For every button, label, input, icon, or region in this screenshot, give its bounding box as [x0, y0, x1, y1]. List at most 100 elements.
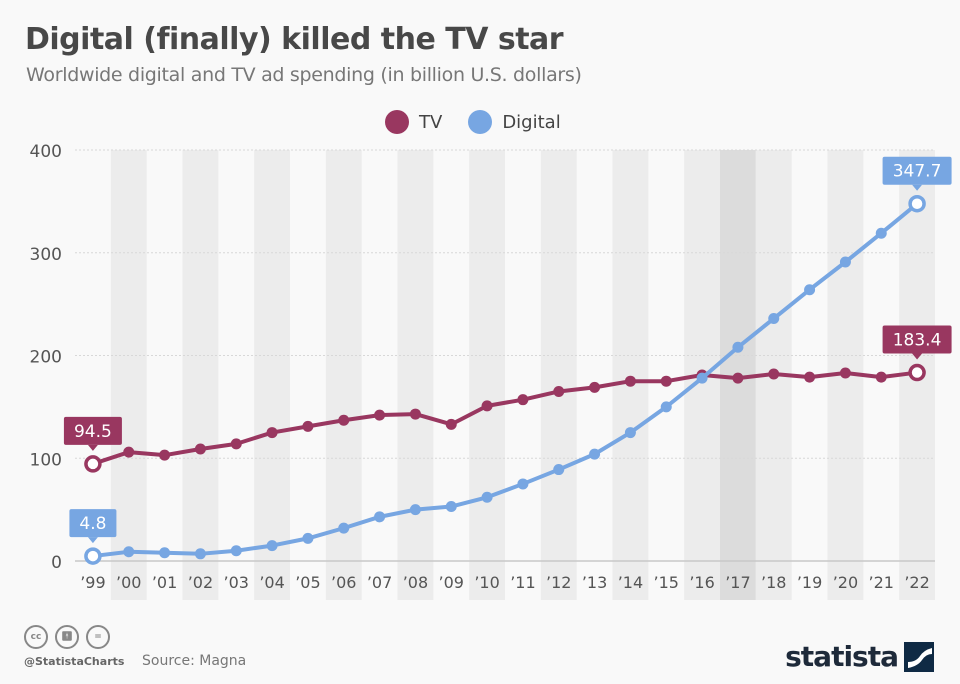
- data-label-tv: 183.4: [893, 331, 942, 351]
- data-point-tv: [159, 449, 171, 461]
- data-point-digital: [84, 547, 102, 565]
- x-tick-label: ’13: [582, 573, 607, 592]
- data-label-box-digital: [882, 156, 952, 185]
- data-point-digital: [302, 532, 314, 544]
- x-tick-label: ’02: [188, 573, 213, 592]
- data-point-digital: [804, 284, 816, 296]
- column-band: [254, 150, 290, 600]
- legend-swatch-digital: [468, 110, 493, 134]
- data-point-tv: [445, 418, 457, 430]
- statista-logo: statista: [785, 640, 934, 673]
- x-tick-label: ’16: [689, 573, 714, 592]
- data-point-digital: [589, 448, 601, 460]
- x-tick-label: ’10: [474, 573, 499, 592]
- column-band: [540, 150, 577, 600]
- x-tick-label: ’01: [152, 573, 177, 592]
- data-point-tv: [660, 375, 672, 387]
- x-tick-label: ’14: [618, 573, 643, 592]
- column-band: [612, 150, 649, 600]
- data-label-pointer-digital: [912, 184, 923, 191]
- data-point-digital: [517, 478, 529, 490]
- data-point-tv: [84, 455, 102, 473]
- legend: TV Digital: [385, 110, 587, 134]
- x-tick-label: ’00: [116, 573, 141, 592]
- data-point-tv: [481, 400, 493, 412]
- y-tick-label: 400: [30, 142, 62, 162]
- chart-subtitle: Worldwide digital and TV ad spending (in…: [26, 64, 582, 86]
- x-tick-label: ’11: [510, 573, 535, 592]
- data-label-pointer-digital: [87, 537, 98, 544]
- x-tick-label: ’17: [725, 573, 750, 592]
- data-point-digital: [481, 491, 493, 503]
- data-point-tv: [517, 394, 529, 406]
- data-point-digital: [159, 547, 171, 559]
- series-line-digital: [92, 202, 919, 559]
- legend-label-tv: TV: [419, 111, 443, 133]
- data-point-digital: [839, 256, 851, 268]
- data-point-digital: [768, 313, 780, 325]
- x-tick-label: ’08: [403, 573, 428, 592]
- data-point-digital: [624, 427, 636, 439]
- data-point-tv: [804, 371, 816, 383]
- data-point-tv: [553, 385, 565, 397]
- x-tick-label: ’05: [295, 573, 320, 592]
- source-note: Source: Magna: [142, 653, 247, 669]
- column-band: [182, 150, 219, 600]
- data-point-tv: [589, 381, 601, 393]
- data-point-digital: [123, 546, 135, 558]
- data-point-digital: [374, 511, 386, 523]
- chart-title: Digital (finally) killed the TV star: [25, 22, 564, 57]
- x-tick-label: ’19: [797, 573, 822, 592]
- data-point-tv: [875, 371, 887, 383]
- data-point-digital: [732, 341, 744, 353]
- data-point-digital: [338, 522, 350, 534]
- y-tick-label: 300: [30, 245, 62, 265]
- data-label-digital: 4.8: [79, 514, 106, 534]
- x-tick-label: ’03: [224, 573, 249, 592]
- no-derivatives-icon: =: [86, 625, 110, 649]
- y-tick-label: 100: [30, 450, 62, 470]
- data-point-digital: [266, 540, 278, 552]
- data-point-tv: [768, 368, 780, 380]
- license-icons: cc 🚹︎ =: [24, 625, 117, 649]
- x-tick-label: ’07: [367, 573, 392, 592]
- data-point-tv: [194, 443, 206, 455]
- data-label-box-digital: [69, 509, 117, 538]
- x-tick-label: ’06: [331, 573, 356, 592]
- y-tick-label: 200: [30, 348, 62, 368]
- data-point-tv: [266, 427, 278, 439]
- data-label-box-tv: [63, 416, 122, 445]
- data-point-digital: [553, 464, 565, 476]
- series-line-tv: [92, 370, 918, 466]
- legend-item-tv: TV: [385, 110, 442, 134]
- data-point-tv: [123, 446, 135, 458]
- data-point-digital: [409, 504, 421, 516]
- twitter-handle: @StatistaCharts: [24, 655, 125, 668]
- data-label-digital: 347.7: [893, 162, 942, 182]
- logo-mark-icon: [904, 641, 934, 672]
- legend-swatch-tv: [385, 110, 409, 134]
- x-tick-label: ’12: [546, 573, 571, 592]
- data-label-pointer-tv: [87, 444, 98, 451]
- data-point-tv: [624, 375, 636, 387]
- data-point-tv: [732, 372, 744, 384]
- cc-icon: cc: [24, 625, 48, 649]
- x-tick-label: ’15: [654, 573, 679, 592]
- data-point-digital: [660, 401, 672, 413]
- data-label-tv: 94.5: [74, 422, 112, 442]
- y-tick-label: 0: [51, 553, 62, 573]
- x-tick-label: ’99: [80, 573, 105, 592]
- column-band: [110, 150, 147, 600]
- data-label-box-tv: [882, 325, 952, 354]
- x-tick-label: ’18: [761, 573, 786, 592]
- data-point-digital: [908, 194, 926, 213]
- data-point-digital: [230, 545, 242, 557]
- column-band: [397, 150, 434, 600]
- data-point-digital: [875, 227, 887, 239]
- data-point-digital: [194, 548, 206, 560]
- data-point-tv: [302, 420, 314, 432]
- legend-label-digital: Digital: [502, 111, 561, 133]
- x-tick-label: ’22: [904, 573, 929, 592]
- data-point-tv: [409, 408, 421, 420]
